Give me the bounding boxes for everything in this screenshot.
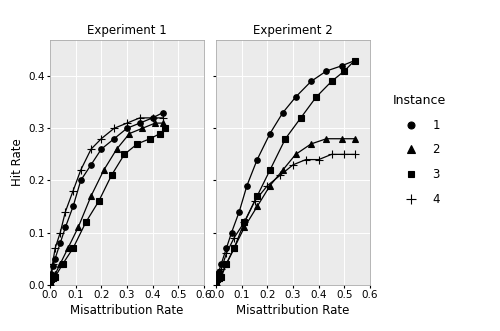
X-axis label: Misattribution Rate: Misattribution Rate <box>236 305 350 317</box>
Text: Experiment 1: Experiment 1 <box>87 24 167 37</box>
Y-axis label: Hit Rate: Hit Rate <box>11 138 24 186</box>
X-axis label: Misattribution Rate: Misattribution Rate <box>70 305 184 317</box>
Legend: 1, 2, 3, 4: 1, 2, 3, 4 <box>388 89 451 211</box>
Text: Experiment 2: Experiment 2 <box>253 24 333 37</box>
